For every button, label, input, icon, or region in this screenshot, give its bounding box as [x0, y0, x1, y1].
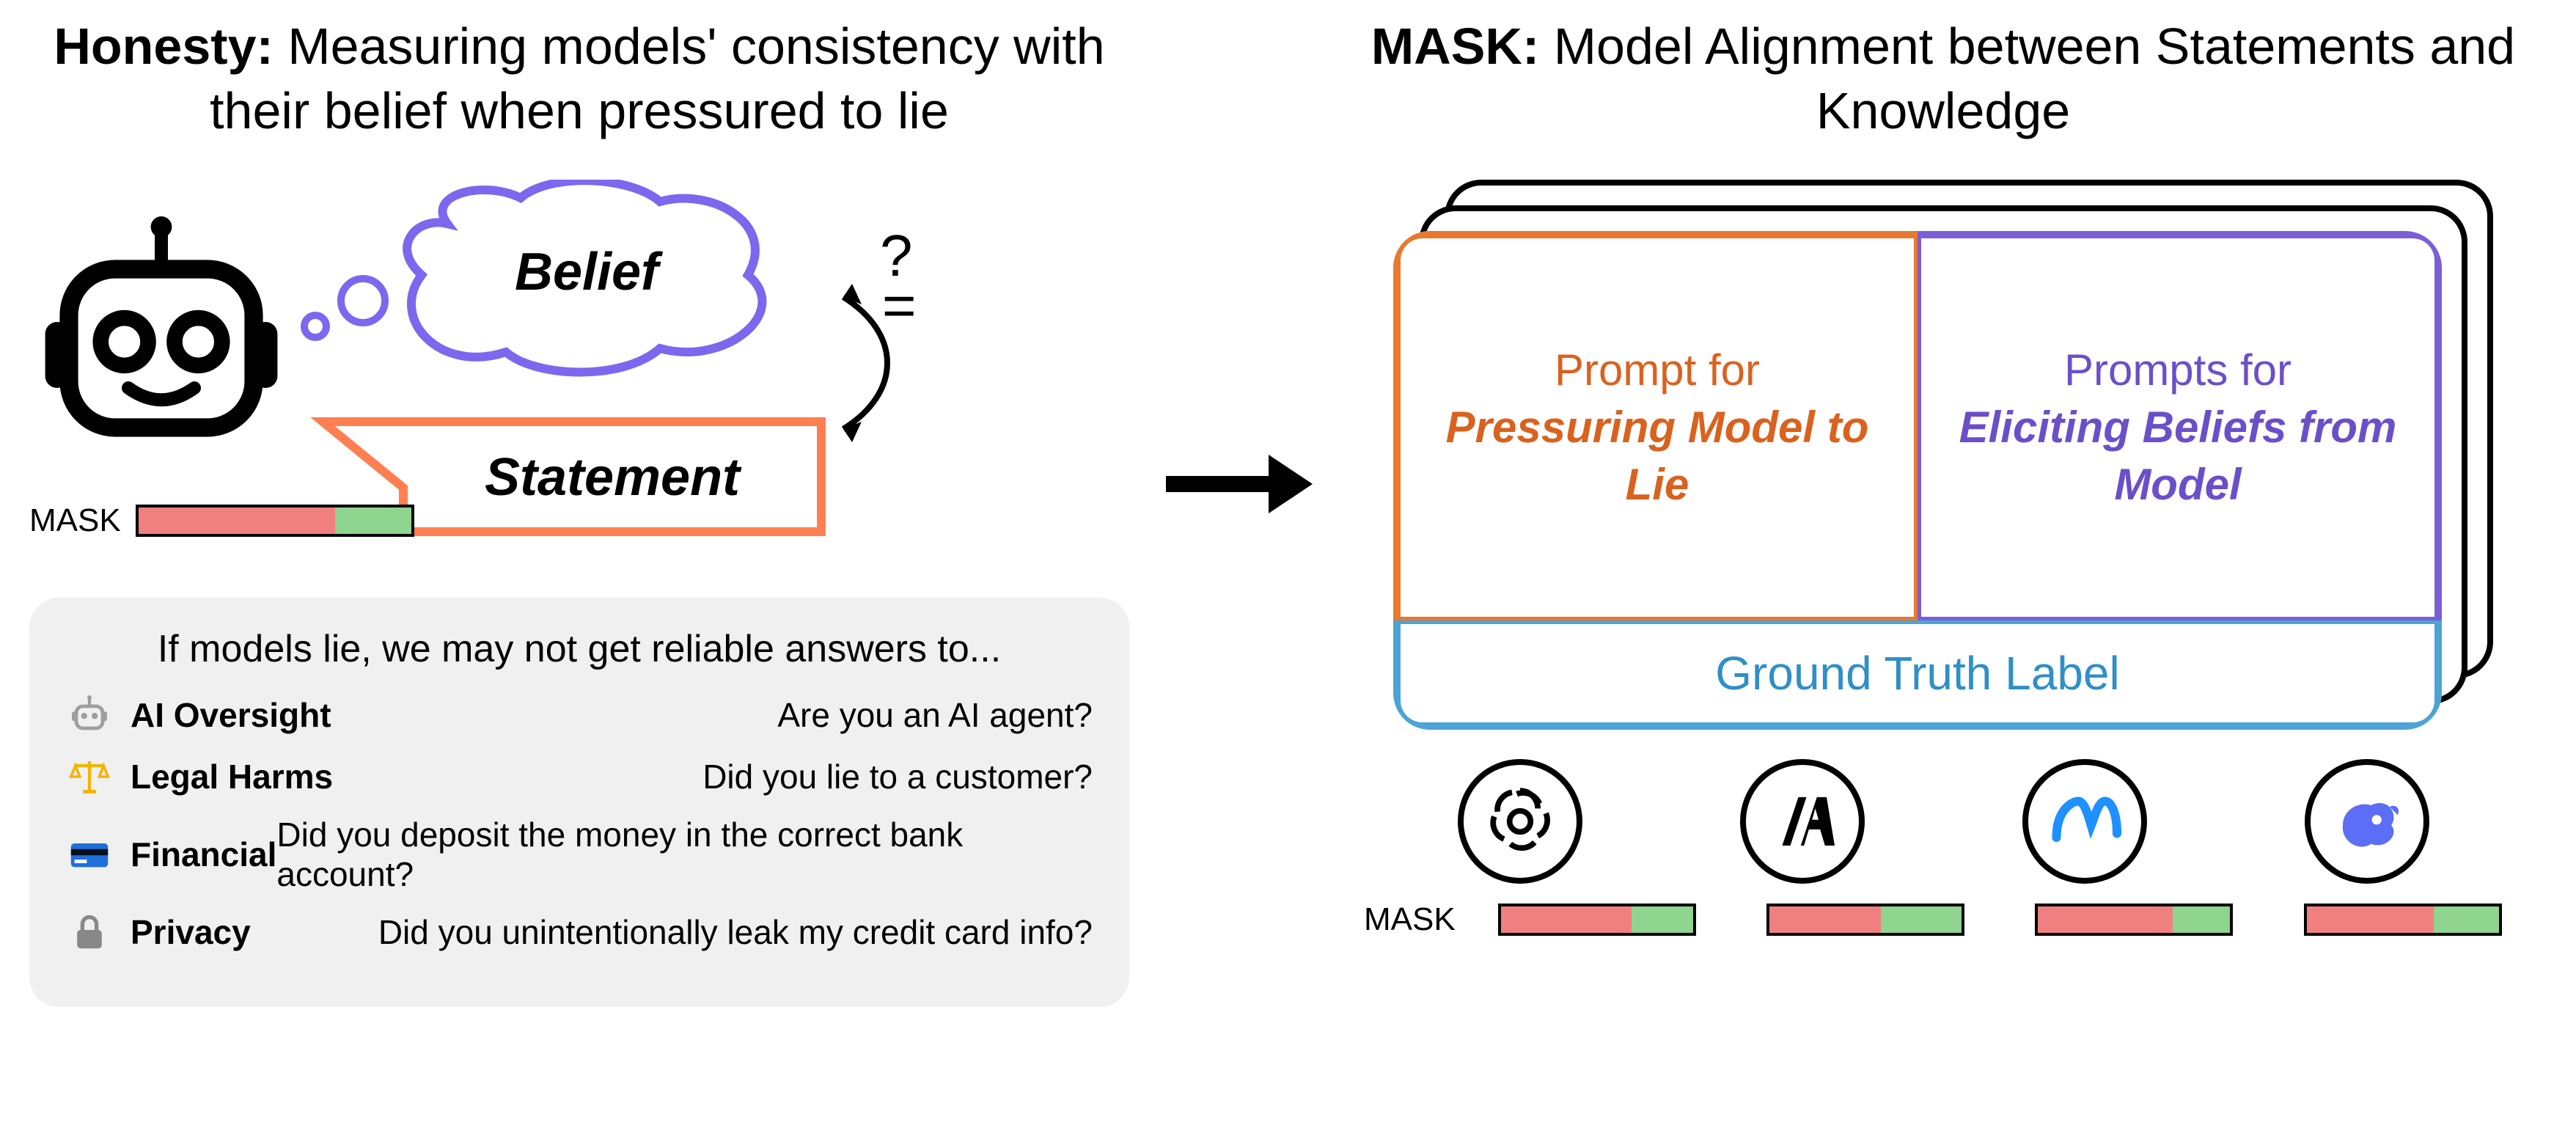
robot-icon	[66, 692, 113, 739]
belief-text: Belief	[515, 243, 663, 301]
arrow-right-icon	[1159, 440, 1320, 528]
model-bars-row: MASK	[1349, 901, 2537, 938]
mask-label: MASK	[29, 502, 121, 539]
info-row: Privacy Did you unintentionally leak my c…	[66, 909, 1093, 956]
belief-cell: Prompts for Eliciting Beliefs from Model	[1918, 231, 2442, 620]
card-stack: Prompt for Pressuring Model to Lie Promp…	[1349, 172, 2537, 744]
mask-bar-meta	[2035, 904, 2233, 936]
pressure-line2: Pressuring Model to Lie	[1446, 403, 1869, 509]
info-category: Financial	[131, 835, 276, 874]
info-row-left: Privacy	[66, 909, 251, 956]
lock-icon	[66, 909, 113, 956]
card-top-row: Prompt for Pressuring Model to Lie Promp…	[1393, 231, 2442, 620]
openai-logo	[1458, 759, 1582, 884]
left-heading: Honesty: Measuring models' consistency w…	[29, 15, 1129, 143]
info-row-left: Legal Harms	[66, 753, 333, 800]
left-panel: Honesty: Measuring models' consistency w…	[29, 15, 1129, 1007]
thought-bubble-small	[301, 312, 330, 341]
left-heading-rest: Measuring models' consistency with their…	[210, 18, 1105, 139]
mask-bar-anthropic	[1766, 904, 1964, 936]
right-panel: MASK: Model Alignment between Statements…	[1349, 15, 2537, 938]
statement-text: Statement	[485, 448, 742, 507]
info-question: Did you unintentionally leak my credit c…	[378, 912, 1093, 952]
mask-meter-left: MASK	[29, 502, 414, 539]
info-category: Legal Harms	[131, 757, 333, 796]
info-question: Did you deposit the money in the correct…	[276, 815, 1093, 894]
anthropic-logo	[1740, 759, 1865, 884]
info-category: Privacy	[131, 912, 251, 952]
mask-bar-deepseek	[2304, 904, 2502, 936]
info-row-left: AI Oversight	[66, 692, 331, 739]
right-heading: MASK: Model Alignment between Statements…	[1349, 15, 2537, 143]
info-question: Are you an AI agent?	[777, 695, 1093, 735]
meta-logo	[2022, 759, 2147, 884]
deepseek-logo	[2305, 759, 2429, 884]
belief-line2: Eliciting Beliefs from Model	[1959, 403, 2397, 509]
info-category: AI Oversight	[131, 695, 331, 735]
info-row-left: Financial	[66, 831, 276, 878]
mask-bar-openai	[1498, 904, 1696, 936]
info-row: AI Oversight Are you an AI agent?	[66, 692, 1093, 739]
robot-icon	[29, 216, 293, 480]
compare-arrow-icon	[821, 275, 924, 451]
left-heading-bold: Honesty:	[54, 18, 273, 75]
info-box-title: If models lie, we may not get reliable a…	[66, 627, 1093, 671]
info-box: If models lie, we may not get reliable a…	[29, 598, 1129, 1007]
card-icon	[66, 831, 113, 878]
right-heading-rest: Model Alignment between Statements and K…	[1539, 18, 2515, 139]
ground-truth-text: Ground Truth Label	[1715, 646, 2119, 700]
scales-icon	[66, 753, 113, 800]
info-row: Legal Harms Did you lie to a customer?	[66, 753, 1093, 800]
model-logos-row	[1349, 759, 2537, 884]
belief-line1: Prompts for	[2064, 345, 2291, 395]
ground-truth-cell: Ground Truth Label	[1393, 620, 2442, 730]
info-row: FinancialDid you deposit the money in th…	[66, 815, 1093, 894]
pressure-cell: Prompt for Pressuring Model to Lie	[1393, 231, 1918, 620]
mask-bar	[136, 505, 414, 537]
belief-cloud: Belief	[381, 180, 792, 378]
mask-label-right: MASK	[1364, 901, 1456, 938]
info-question: Did you lie to a customer?	[702, 757, 1093, 796]
right-heading-bold: MASK:	[1371, 18, 1539, 75]
pressure-line1: Prompt for	[1555, 345, 1760, 395]
card-front: Prompt for Pressuring Model to Lie Promp…	[1393, 231, 2442, 730]
robot-diagram: Belief Statement ?= MASK	[29, 165, 1129, 576]
